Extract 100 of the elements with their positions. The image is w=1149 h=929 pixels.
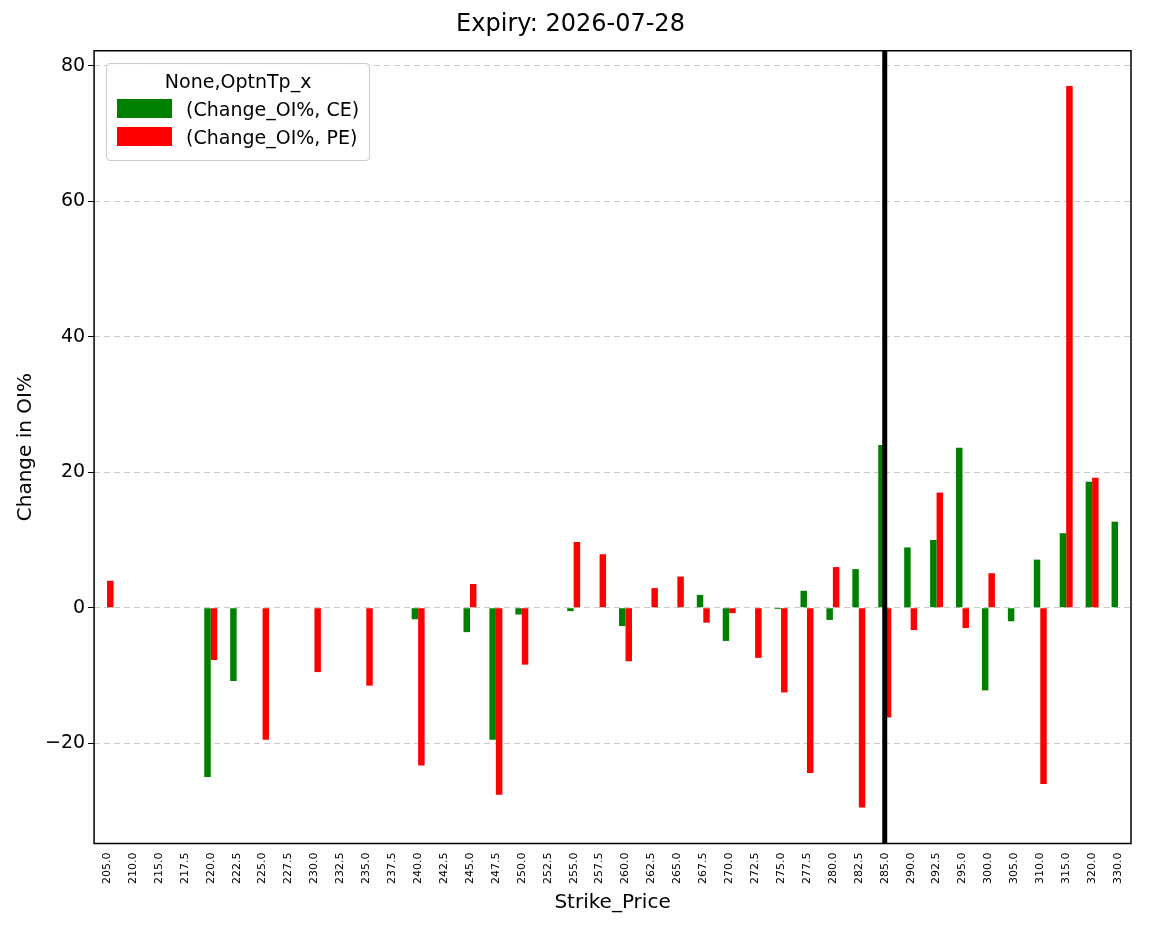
bar <box>910 608 918 631</box>
bar <box>988 573 995 608</box>
bar <box>1059 533 1067 608</box>
x-tick-label: 255.0 <box>566 852 580 885</box>
bar <box>495 608 503 795</box>
bar <box>1066 86 1073 608</box>
x-tick-label: 260.0 <box>618 852 632 885</box>
y-tick-label: 60 <box>60 188 86 211</box>
x-tick-label: 235.0 <box>359 852 373 885</box>
legend-label: (Change_OI%, CE) <box>186 97 360 120</box>
x-tick-label: 247.5 <box>488 852 502 885</box>
x-tick-label: 290.0 <box>903 852 917 885</box>
bar <box>411 608 419 620</box>
bar <box>619 608 626 627</box>
x-tick-label: 272.5 <box>747 852 761 885</box>
bar <box>1111 521 1119 608</box>
bar <box>1092 477 1099 608</box>
x-tick-label: 230.0 <box>307 852 321 885</box>
bar <box>599 554 607 608</box>
bar <box>852 569 859 608</box>
x-tick-label: 227.5 <box>281 852 295 885</box>
bar <box>366 608 373 686</box>
bar <box>210 608 218 660</box>
bar <box>729 608 736 614</box>
x-tick-label: 292.5 <box>929 852 943 885</box>
y-tick-label: 0 <box>73 594 86 617</box>
x-tick-label: 252.5 <box>540 852 554 885</box>
y-tick-label: 80 <box>60 52 86 75</box>
legend-title: None,OptnTp_x <box>163 69 313 92</box>
x-tick-label: 237.5 <box>385 852 399 885</box>
bar <box>832 567 840 608</box>
bar <box>1040 608 1047 784</box>
bar <box>567 608 574 612</box>
bar <box>651 588 658 608</box>
x-tick-label: 315.0 <box>1059 852 1073 885</box>
bar <box>858 608 866 808</box>
x-axis-title: Strike_Price <box>554 889 671 914</box>
x-tick-label: 265.0 <box>670 852 684 885</box>
y-axis-title: Change in OI% <box>12 373 37 522</box>
x-tick-label: 222.5 <box>229 852 243 885</box>
x-tick-label: 330.0 <box>1110 852 1124 885</box>
x-tick-label: 267.5 <box>696 852 710 885</box>
bar <box>573 542 581 608</box>
x-tick-label: 242.5 <box>436 852 450 885</box>
x-tick-label: 295.0 <box>955 852 969 885</box>
x-tick-label: 205.0 <box>99 852 113 885</box>
y-tick-label: −20 <box>44 730 86 753</box>
bar <box>418 608 425 766</box>
bar <box>230 608 237 681</box>
x-tick-label: 310.0 <box>1033 852 1047 885</box>
bar <box>800 590 807 608</box>
bar <box>962 608 969 629</box>
bar <box>469 584 477 608</box>
x-tick-label: 270.0 <box>722 852 736 885</box>
x-tick-label: 240.0 <box>410 852 424 885</box>
bar <box>204 608 211 778</box>
x-tick-label: 215.0 <box>151 852 165 885</box>
x-tick-label: 262.5 <box>644 852 658 885</box>
bar <box>936 492 944 608</box>
bar <box>696 594 704 608</box>
x-tick-label: 217.5 <box>177 852 191 885</box>
bar <box>904 547 911 608</box>
bar <box>755 608 762 658</box>
bar <box>314 608 321 673</box>
y-tick-label: 40 <box>60 323 86 346</box>
bar <box>956 447 963 608</box>
bar <box>107 580 114 608</box>
bar <box>625 608 632 662</box>
x-tick-label: 232.5 <box>333 852 347 885</box>
chart-title: Expiry: 2026-07-28 <box>456 8 685 37</box>
x-tick-label: 277.5 <box>799 852 813 885</box>
x-tick-label: 282.5 <box>851 852 865 885</box>
x-tick-label: 220.0 <box>203 852 217 885</box>
x-tick-label: 245.0 <box>462 852 476 885</box>
x-tick-label: 275.0 <box>773 852 787 885</box>
bar <box>722 608 730 641</box>
bar <box>703 608 710 623</box>
x-tick-label: 225.0 <box>255 852 269 885</box>
bar <box>1007 608 1015 622</box>
x-tick-label: 300.0 <box>981 852 995 885</box>
legend-label: (Change_OI%, PE) <box>186 125 358 148</box>
bar <box>981 608 989 691</box>
x-tick-label: 257.5 <box>592 852 606 885</box>
bar <box>1085 481 1093 608</box>
x-tick-label: 320.0 <box>1084 852 1098 885</box>
bar <box>489 608 496 740</box>
x-tick-label: 250.0 <box>514 852 528 885</box>
bar <box>677 576 684 608</box>
bar <box>1033 559 1041 608</box>
bar <box>521 608 529 665</box>
x-tick-label: 285.0 <box>877 852 891 885</box>
bar <box>930 539 937 608</box>
x-tick-label: 210.0 <box>125 852 139 885</box>
bar <box>781 608 788 693</box>
bar <box>515 608 522 615</box>
bar <box>806 608 814 774</box>
y-tick-label: 20 <box>60 459 86 482</box>
bar <box>262 608 270 740</box>
x-tick-label: 305.0 <box>1007 852 1021 885</box>
bar <box>826 608 833 620</box>
